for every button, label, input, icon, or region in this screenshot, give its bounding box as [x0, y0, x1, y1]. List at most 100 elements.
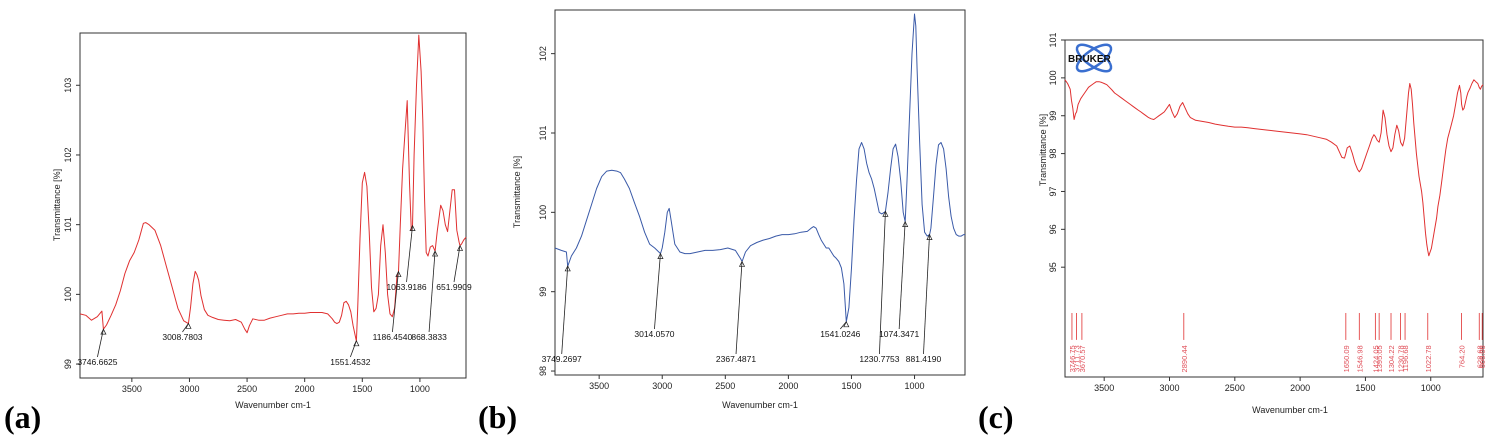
y-tick-label: 99 [1048, 111, 1058, 121]
tick-layer-c: 3500 3000 2500 2000 1500 1000 95 96 97 98 99 100 101 [1048, 32, 1441, 393]
peak-label: 1424.05 [1371, 345, 1380, 372]
peak-label: 1541.0246 [820, 329, 860, 339]
peak-label: 1063.9186 [386, 282, 426, 292]
peak-leader-line [898, 221, 906, 330]
peak-label: 1230.7753 [859, 354, 899, 364]
spectrum-line [1064, 79, 1484, 257]
x-tick-label: 1000 [905, 381, 925, 391]
peak-label: 1395.05 [1375, 345, 1384, 372]
peak-label: 868.3833 [411, 332, 447, 342]
peak-label: 2367.4871 [716, 354, 756, 364]
peak-label: 3670.57 [1078, 345, 1087, 372]
logo-orbit-icon [1075, 43, 1113, 73]
peak-marker [185, 322, 192, 329]
peak-leader-line [654, 253, 661, 330]
x-tick-label: 2000 [295, 384, 315, 394]
peak-label: 3746.6625 [77, 357, 117, 367]
peak-label: 1196.68 [1401, 345, 1410, 372]
plot-frame-a [79, 32, 467, 379]
peak-label: 2890.44 [1180, 345, 1189, 372]
x-tick-label: 3000 [652, 381, 672, 391]
y-tick-label: 101 [1048, 32, 1058, 47]
x-axis-label-a: Wavenumber cm-1 [235, 400, 311, 410]
y-tick-label: 97 [1048, 186, 1058, 196]
logo-orbit-icon [1075, 43, 1113, 73]
peak-marker [843, 321, 850, 328]
x-axis-label-c: Wavenumber cm-1 [1252, 405, 1328, 415]
x-axis-label-b: Wavenumber cm-1 [722, 400, 798, 410]
x-tick-label: 3500 [589, 381, 609, 391]
peak-label: 1230.78 [1397, 345, 1406, 372]
x-tick-label: 2500 [1225, 383, 1245, 393]
peak-label: 651.9909 [436, 282, 472, 292]
peak-label: 764.20 [1458, 345, 1467, 368]
y-tick-label: 100 [538, 205, 548, 220]
y-tick-label: 101 [538, 125, 548, 140]
chart-panel-a: 3500 3000 2500 2000 1500 1000 99 100 101 102 103 3… [4, 32, 472, 435]
panel-letter-c: (c) [978, 399, 1014, 435]
peak-leader-line [735, 261, 743, 355]
peak-marker [902, 220, 909, 228]
peak-label: 3014.0570 [634, 329, 674, 339]
peak-marker [409, 224, 416, 231]
peak-leader-line [453, 245, 461, 283]
y-tick-label: 101 [63, 217, 73, 232]
peak-marker [395, 270, 402, 277]
y-tick-label: 95 [1048, 262, 1058, 272]
peak-leader-line [879, 211, 886, 355]
y-tick-label: 98 [1048, 149, 1058, 159]
peak-leader-line [561, 265, 569, 355]
x-tick-label: 1000 [410, 384, 430, 394]
x-tick-label: 1500 [352, 384, 372, 394]
peak-label: 1546.98 [1355, 345, 1364, 372]
x-tick-label: 1500 [1355, 383, 1375, 393]
peak-label: 1304.22 [1387, 345, 1396, 372]
peak-label: 606.06 [1478, 345, 1487, 368]
series-layer-c [1064, 79, 1484, 257]
spectrum-line [554, 13, 965, 323]
peak-marker [657, 252, 664, 259]
plot-frame-b [554, 9, 966, 376]
peak-label: 3711.73 [1073, 345, 1082, 372]
panel-letter-a: (a) [4, 399, 41, 435]
chart-panel-c: 3500 3000 2500 2000 1500 1000 95 96 97 98 99 100 101… [978, 32, 1487, 435]
peak-label: 3008.7803 [162, 332, 202, 342]
x-tick-label: 3000 [1159, 383, 1179, 393]
tick-layer-b: 3500 3000 2500 2000 1500 1000 98 99 100 101 102 [538, 46, 925, 391]
peak-label: 3749.2697 [542, 354, 582, 364]
y-tick-label: 96 [1048, 224, 1058, 234]
x-tick-label: 1000 [1421, 383, 1441, 393]
x-tick-label: 2500 [237, 384, 257, 394]
peak-leader-line [428, 251, 436, 333]
tick-layer-a: 3500 3000 2500 2000 1500 1000 99 100 101 102 103 [63, 78, 430, 394]
bruker-logo: BRUKER [1068, 43, 1113, 73]
x-tick-label: 2000 [1290, 383, 1310, 393]
peak-label: 628.68 [1475, 345, 1484, 368]
peak-leader-line [923, 234, 930, 355]
y-tick-label: 103 [63, 78, 73, 93]
x-tick-label: 3000 [179, 384, 199, 394]
peak-marker [738, 260, 746, 267]
annotation-layer-a: 3746.6625 3008.7803 1551.4532 1186.4540 1063… [77, 224, 472, 367]
y-tick-label: 102 [63, 147, 73, 162]
panel-letter-b: (b) [478, 399, 517, 435]
series-layer-b [554, 13, 965, 323]
peak-leader-line [392, 271, 399, 333]
peak-label: 1650.09 [1342, 345, 1351, 372]
peak-label: 3746.75 [1068, 345, 1077, 372]
peak-leader-line [97, 329, 104, 358]
peak-leader-line [406, 225, 413, 283]
spectrum-line [79, 34, 467, 342]
peak-label: 1074.3471 [879, 329, 919, 339]
peak-marker [926, 233, 933, 240]
x-tick-label: 3500 [122, 384, 142, 394]
y-axis-label-b: Transmittance [%] [512, 156, 522, 228]
y-tick-label: 99 [63, 359, 73, 369]
y-tick-label: 100 [63, 287, 73, 302]
y-tick-label: 102 [538, 46, 548, 61]
plot-frame-c [1064, 39, 1484, 378]
peak-marker [100, 328, 107, 335]
y-axis-label-a: Transmittance [%] [52, 169, 62, 241]
